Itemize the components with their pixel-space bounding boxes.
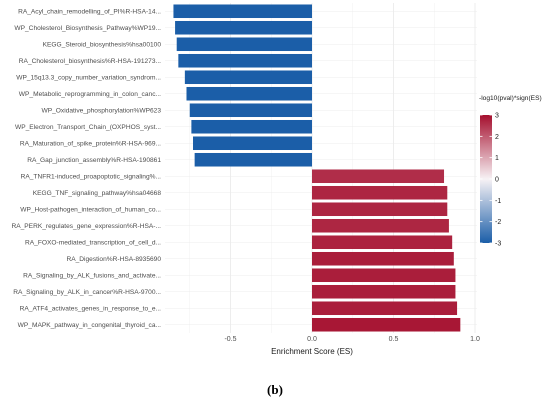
bar [312,185,448,200]
bar [312,301,458,316]
y-tick-label: WP_Host-pathogen_interaction_of_human_co… [20,207,161,214]
y-tick-label: RA_Cholesterol_biosynthesis%R-HSA-191273… [19,58,161,65]
colorbar-gradient [480,115,492,243]
y-tick-label: RA_Digestion%R-HSA-8935690 [66,256,161,263]
bar [312,169,445,184]
bar [189,103,312,118]
y-tick-label: WP_Oxidative_phosphorylation%WP623 [42,108,162,115]
bar [191,119,312,134]
y-tick-label: WP_MAPK_pathway_in_congenital_thyroid_ca… [18,322,161,329]
plot-background [165,3,477,333]
bar [312,268,456,283]
y-tick-label: RA_Acyl_chain_remodelling_of_PI%R-HSA-14… [18,9,161,16]
y-tick-label: RA_Signaling_by_ALK_in_cancer%R-HSA-9700… [13,289,161,296]
y-tick-label: WP_15q13.3_copy_number_variation_syndrom… [16,75,161,82]
bar [194,152,312,167]
colorbar-title: -log10(pval)*sign(ES) [479,95,542,102]
caption-label: (b) [267,382,283,397]
colorbar-tick-label: -1 [495,198,501,205]
y-tick-label: KEGG_Steroid_biosynthesis%hsa00100 [43,42,162,49]
bar [312,251,454,266]
colorbar-tick-label: -3 [495,241,501,248]
bar [175,20,312,35]
y-tick-label: RA_Signaling_by_ALK_fusions_and_activate… [23,273,161,280]
colorbar-tick-label: 2 [495,134,499,141]
colorbar-tick-label: 1 [495,155,499,162]
x-tick-label: 0.5 [389,336,399,343]
x-tick-label: -0.5 [224,336,236,343]
y-tick-label: RA_TNFR1-induced_proapoptotic_signaling%… [21,174,162,181]
bar [178,53,312,68]
bar [173,4,312,19]
x-axis-title: Enrichment Score (ES) [271,347,353,356]
bar [312,235,453,250]
y-tick-label: RA_Maturation_of_spike_protein%R-HSA-969… [20,141,161,148]
bar [312,317,461,332]
colorbar-tick-label: -2 [495,219,501,226]
y-tick-label: RA_Gap_junction_assembly%R-HSA-190861 [27,157,161,164]
bar [186,86,312,101]
colorbar-ticks: 3 2 1 0 -1 -2 -3 [480,113,501,248]
bar [176,37,312,52]
y-tick-label: RA_FOXO-mediated_transcription_of_cell_d… [25,240,161,247]
y-tick-label: RA_PERK_regulates_gene_expression%R-HSA-… [11,223,161,230]
y-tick-label: WP_Electron_Transport_Chain_(OXPHOS_syst… [15,124,161,131]
colorbar: -log10(pval)*sign(ES) 3 2 1 0 -1 -2 -3 [479,95,542,248]
y-tick-label: WP_Metabolic_reprogramming_in_colon_canc… [19,91,161,98]
bar [184,70,312,85]
x-tick-label: 0.0 [307,336,317,343]
bar [312,202,448,217]
y-tick-label: KEGG_TNF_signaling_pathway%hsa04668 [33,190,162,197]
bar [312,284,456,299]
plot-area: RA_Acyl_chain_remodelling_of_PI%R-HSA-14… [11,3,480,343]
x-tick-label: 1.0 [470,336,480,343]
y-tick-label: RA_ATF4_activates_genes_in_response_to_e… [20,306,162,313]
y-tick-label: WP_Cholesterol_Biosynthesis_Pathway%WP19… [14,25,161,32]
colorbar-tick-label: 0 [495,177,499,184]
bar [193,136,312,151]
bar [312,218,449,233]
colorbar-tick-label: 3 [495,113,499,120]
figure-caption: (b) [0,382,550,398]
